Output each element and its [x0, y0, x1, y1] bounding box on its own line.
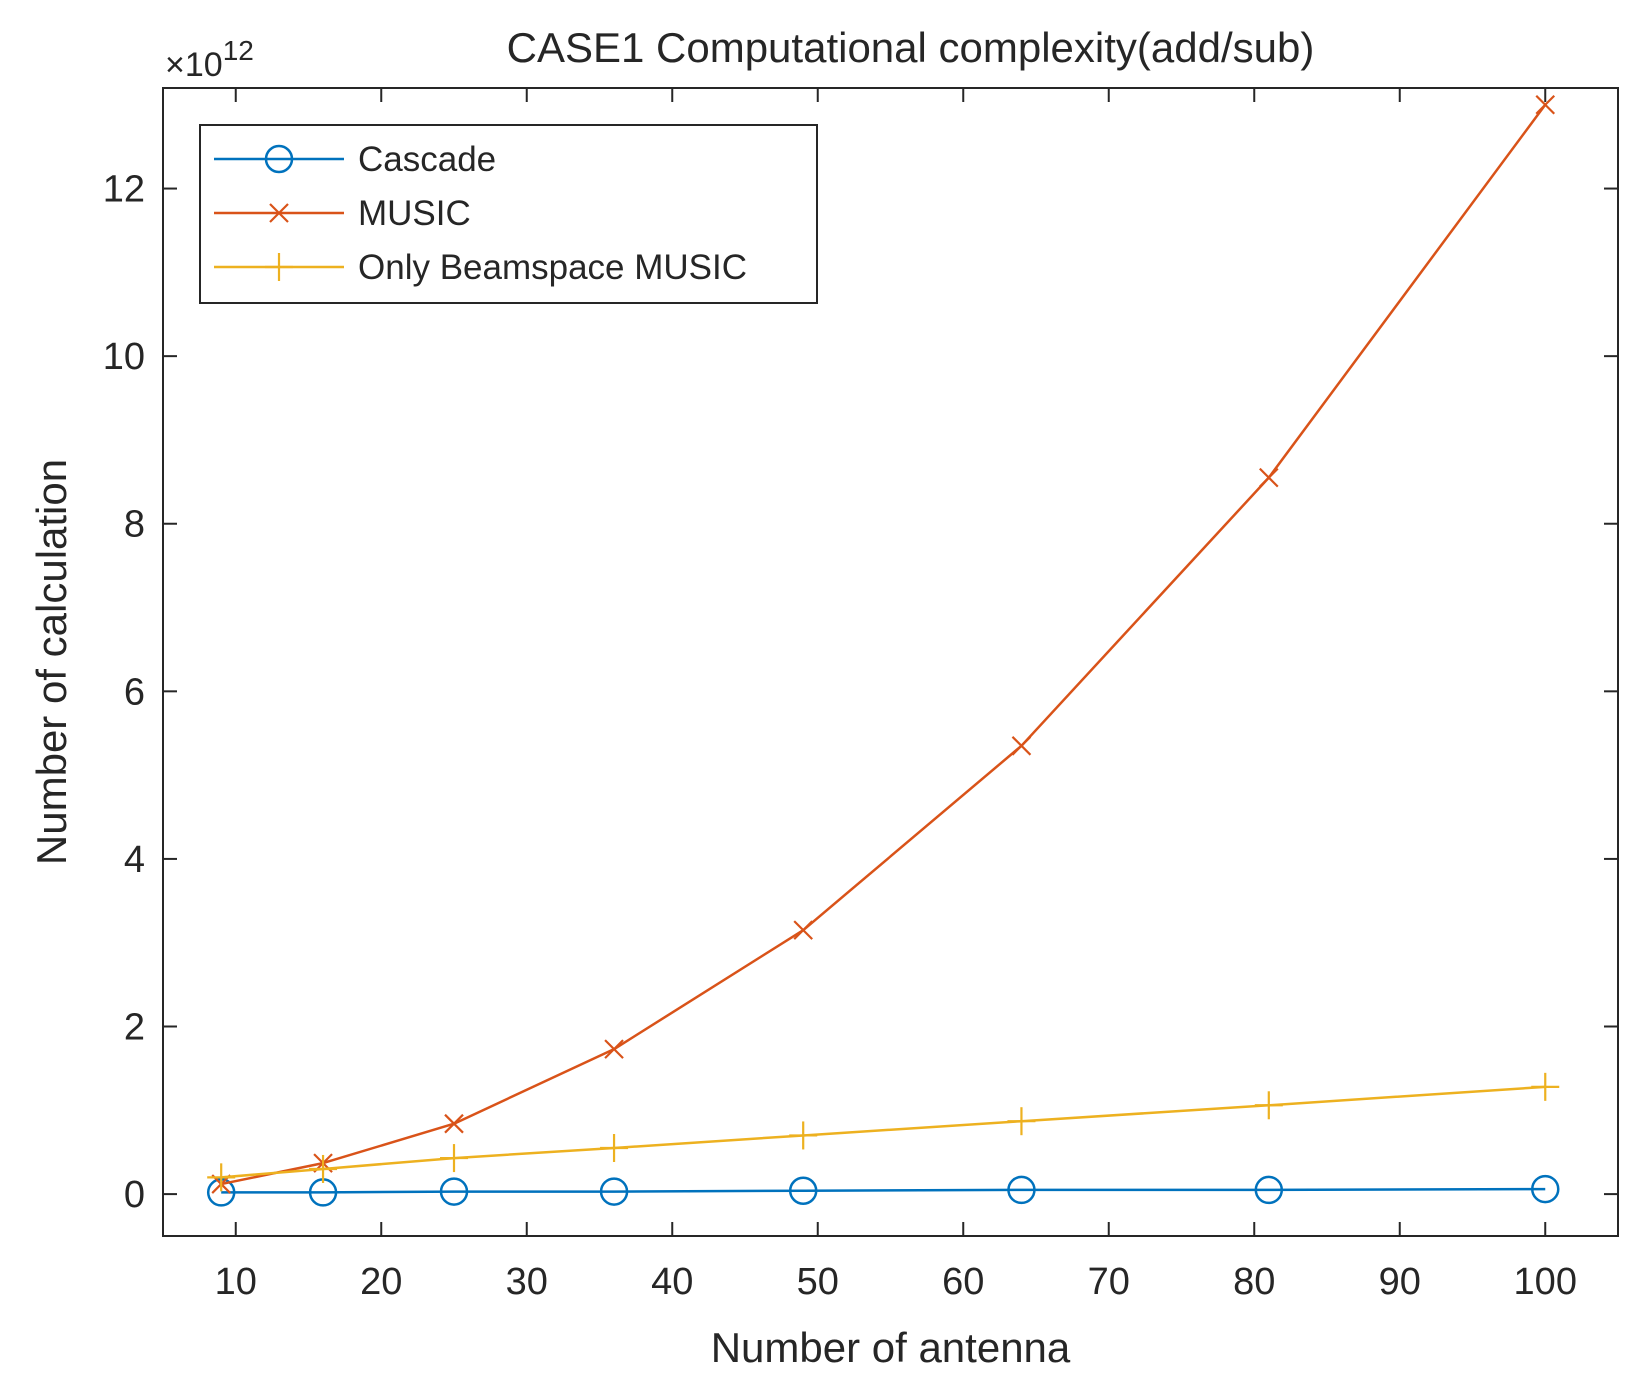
data-point-stroke [793, 920, 813, 940]
y-exponent-label: ×1012 [165, 35, 254, 84]
data-point [1007, 1107, 1036, 1136]
x-axis-label: Number of antenna [711, 1324, 1071, 1371]
y-tick-label: 4 [124, 839, 145, 881]
y-exponent-base: ×10 [165, 46, 223, 84]
data-point [440, 1144, 468, 1173]
legend-marker [265, 253, 293, 281]
plot-frame [162, 87, 1619, 1237]
data-point [1254, 1091, 1283, 1120]
legend-label: MUSIC [358, 194, 471, 233]
legend-marker [264, 144, 294, 174]
x-tick-label: 30 [506, 1261, 548, 1303]
data-point-stroke [604, 1039, 624, 1059]
y-tick-label: 8 [124, 504, 145, 546]
x-tick-label: 40 [651, 1261, 693, 1303]
data-point [439, 1177, 469, 1206]
y-tick-label: 12 [103, 169, 145, 211]
data-point [1259, 467, 1279, 488]
data-point [793, 920, 813, 940]
x-tick-label: 50 [797, 1261, 839, 1303]
y-tick-label: 2 [124, 1007, 145, 1049]
data-point-stroke [1535, 94, 1556, 115]
data-point [1254, 1175, 1284, 1205]
series-line [221, 1187, 1546, 1194]
y-axis-label: Number of calculation [28, 459, 75, 865]
data-point [309, 1154, 338, 1183]
data-point [444, 1113, 464, 1134]
legend-item: MUSIC [214, 194, 471, 233]
legend-marker-stroke [269, 203, 289, 223]
legend-marker [269, 203, 289, 223]
y-tick-label: 10 [103, 336, 145, 378]
legend: Cascade MUSIC Only Beamspace MUSIC [199, 124, 818, 304]
x-tick-label: 100 [1514, 1261, 1577, 1303]
series-line [221, 1085, 1546, 1179]
data-point [600, 1134, 629, 1163]
legend-item: Only Beamspace MUSIC [214, 248, 747, 287]
x-tick-label: 20 [360, 1261, 402, 1303]
data-point [1531, 1174, 1560, 1204]
data-point [1007, 1175, 1036, 1205]
chart-title: CASE1 Computational complexity(add/sub) [507, 24, 1315, 71]
data-point-stroke [444, 1113, 464, 1134]
series-only-beamspace-music [207, 1072, 1560, 1192]
data-point [207, 1163, 236, 1192]
data-point [599, 1177, 629, 1206]
x-tick-label: 70 [1088, 1261, 1130, 1303]
x-tick-label: 90 [1379, 1261, 1421, 1303]
axis-ticks: 10 20 30 40 50 60 70 80 90 100 0 2 4 6 8 10 12 [103, 88, 1618, 1303]
x-tick-label: 80 [1233, 1261, 1275, 1303]
series-cascade [206, 1174, 1560, 1207]
legend-item: Cascade [214, 140, 496, 179]
data-point [1531, 1072, 1560, 1101]
series-line [220, 104, 1547, 1186]
data-point [789, 1121, 818, 1150]
legend-label: Only Beamspace MUSIC [358, 248, 747, 287]
y-exponent-power: 12 [223, 35, 254, 66]
y-tick-label: 0 [124, 1174, 145, 1216]
x-tick-label: 60 [942, 1261, 984, 1303]
x-tick-label: 10 [215, 1261, 257, 1303]
series-music [211, 94, 1556, 1194]
data-point [1011, 736, 1032, 756]
legend-label: Cascade [358, 140, 496, 179]
y-tick-label: 6 [124, 671, 145, 713]
series-layer [206, 94, 1560, 1207]
data-point [604, 1039, 624, 1059]
data-point-stroke [1259, 467, 1279, 488]
data-point [788, 1176, 818, 1206]
data-point [1535, 94, 1556, 115]
data-point-stroke [1011, 736, 1032, 756]
